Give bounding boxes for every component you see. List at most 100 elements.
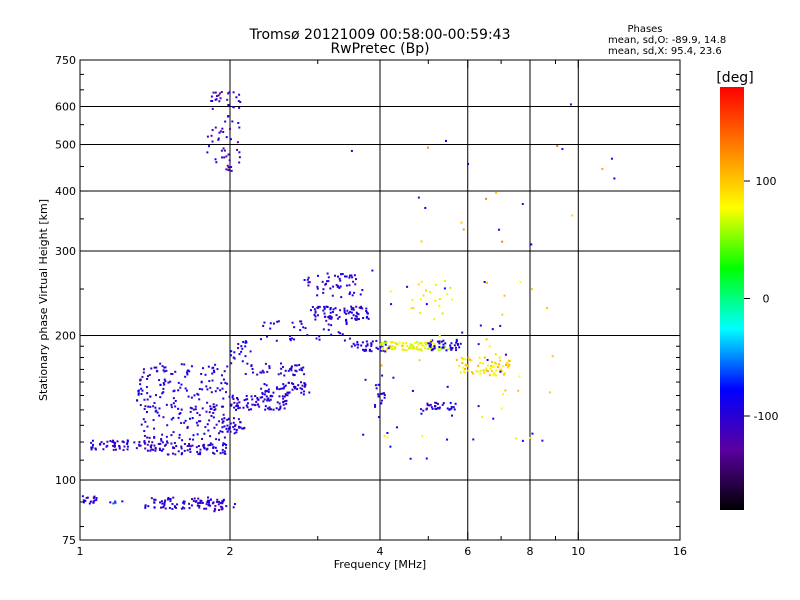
data-point [465,364,468,367]
data-point [216,500,219,503]
data-point [155,409,158,412]
data-point [206,151,209,154]
data-point [192,499,195,502]
data-point [221,387,224,390]
data-point [163,366,166,369]
data-point [225,136,228,139]
data-point [454,346,457,349]
data-point [266,370,269,373]
data-point [236,397,239,400]
data-point [142,368,145,371]
data-point [355,305,358,308]
data-point [204,426,207,429]
data-point [375,346,378,349]
data-point [341,333,344,336]
data-point [446,385,449,388]
data-point [209,442,212,445]
data-point [453,408,456,411]
data-point [352,314,355,317]
data-point [279,406,282,409]
data-point [200,380,203,383]
data-point [453,344,456,347]
data-point [143,398,146,401]
data-point [214,390,217,393]
data-point [221,156,224,159]
data-point [152,419,155,422]
data-point [340,296,343,299]
data-point [222,500,225,503]
data-point [237,342,240,345]
data-point [335,314,338,317]
data-point [221,451,224,454]
data-point [206,135,209,138]
data-point [180,422,183,425]
data-point [166,424,169,427]
data-point [442,343,445,346]
data-point [219,97,222,100]
data-point [220,374,223,377]
data-point [232,417,235,420]
data-point [154,449,157,452]
y-tick-label: 750 [55,54,76,67]
data-point [355,315,358,318]
data-point [382,392,385,395]
data-point [483,280,486,283]
data-point [188,438,191,441]
data-point [220,405,223,408]
data-point [377,383,380,386]
data-point [199,451,202,454]
y-axis-label: Stationary phase Virtual Height [km] [37,199,50,401]
data-point [456,342,459,345]
data-point [347,312,350,315]
data-point [329,287,332,290]
data-point [349,291,352,294]
data-point [163,378,166,381]
data-point [219,389,222,392]
data-point [183,442,186,445]
data-point [507,359,510,362]
data-point [126,442,129,445]
data-point [243,399,246,402]
data-point [285,399,288,402]
data-point [222,397,225,400]
data-point [409,457,412,460]
data-point [438,334,441,337]
data-point [424,206,427,209]
data-point [501,240,504,243]
data-point [150,367,153,370]
data-point [160,438,163,441]
data-point [208,145,211,148]
data-point [224,391,227,394]
data-point [420,240,423,243]
data-point [356,312,359,315]
data-point [187,369,190,372]
data-point [426,404,429,407]
y-tick-label: 100 [55,474,76,487]
data-point [244,373,247,376]
data-point [420,412,423,415]
data-point [304,327,307,330]
data-point [297,384,300,387]
data-point [114,448,117,451]
data-point [172,431,175,434]
data-point [530,243,533,246]
data-point [226,382,229,385]
data-point [196,412,199,415]
data-point [263,321,266,324]
data-point [219,430,222,433]
data-point [256,373,259,376]
data-point [295,364,298,367]
data-point [216,95,219,98]
data-point [255,400,258,403]
data-point [264,405,267,408]
data-point [420,408,423,411]
data-point [235,96,238,99]
data-point [415,348,418,351]
data-point [518,375,521,378]
data-point [199,502,202,505]
data-point [424,346,427,349]
data-point [186,445,189,448]
data-point [173,447,176,450]
data-point [416,341,419,344]
data-point [571,214,574,217]
